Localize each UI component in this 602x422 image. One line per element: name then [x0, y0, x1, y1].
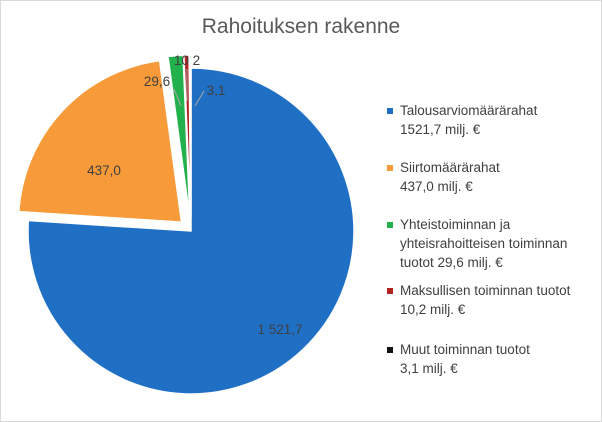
leader-line [194, 90, 205, 107]
data-label: 437,0 [87, 163, 121, 178]
pie-slice [18, 59, 183, 223]
legend-label-line: 437,0 milj. € [400, 179, 473, 194]
legend-label-line: Yhteistoiminnan ja [400, 217, 511, 232]
legend-label-line: Muut toiminnan tuotot [400, 342, 530, 357]
pie-slice [188, 54, 192, 219]
legend-label-line: 1521,7 milj. € [400, 122, 481, 137]
legend-label-line: yhteisrahoitteisen toiminnan [400, 236, 568, 251]
legend-label-line: Maksullisen toiminnan tuotot [400, 283, 571, 298]
data-label: 3,1 [207, 83, 226, 98]
legend-swatch [387, 347, 393, 353]
legend-label-line: 3,1 milj. € [400, 361, 458, 376]
legend-label-line: Talousarviomäärärahat [400, 103, 538, 118]
legend-label: Siirtomäärärahat 437,0 milj. € [400, 158, 595, 196]
pie-slice [167, 54, 191, 219]
legend-label-line: 10,2 milj. € [400, 302, 466, 317]
data-label: 10,2 [174, 53, 200, 68]
legend-label: Muut toiminnan tuotot 3,1 milj. € [400, 340, 595, 378]
legend-swatch [387, 222, 393, 228]
legend-label: Talousarviomäärärahat 1521,7 milj. € [400, 101, 595, 139]
chart-title: Rahoituksen rakenne [201, 15, 401, 38]
legend-swatch [387, 288, 393, 294]
legend-swatch [387, 108, 393, 114]
data-label: 29,6 [144, 74, 170, 89]
legend-swatch [387, 165, 393, 171]
legend-label: Maksullisen toiminnan tuotot 10,2 milj. € [400, 281, 595, 319]
legend-label-line: tuotot 29,6 milj. € [400, 255, 503, 270]
data-label: 1 521,7 [257, 322, 302, 337]
legend-label: Yhteistoiminnan ja yhteisrahoitteisen toi… [400, 215, 595, 272]
leader-line [173, 88, 182, 107]
pie-slice [27, 67, 355, 395]
legend-label-line: Siirtomäärärahat [400, 160, 500, 175]
